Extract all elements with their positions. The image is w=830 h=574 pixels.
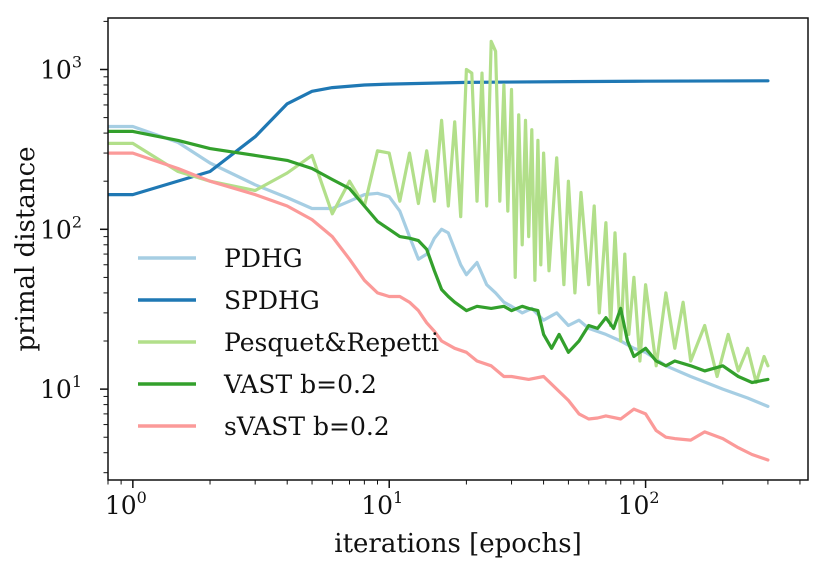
series-line-4 <box>108 151 770 462</box>
x-axis-label: iterations [epochs] <box>334 529 581 559</box>
legend-label: Pesquet&Repetti <box>224 328 439 357</box>
legend-label: PDHG <box>224 244 303 273</box>
x-tick-label: 101 <box>361 488 403 520</box>
y-tick-label: 102 <box>40 212 82 244</box>
series-line-2 <box>108 39 770 385</box>
y-tick-label: 101 <box>40 372 82 404</box>
y-tick-label: 103 <box>40 52 82 84</box>
x-tick-label: 100 <box>105 488 147 520</box>
legend-label: SPDHG <box>224 286 320 315</box>
y-axis-label: primal distance <box>11 146 41 351</box>
legend-label: sVAST b=0.2 <box>224 412 390 441</box>
legend-label: VAST b=0.2 <box>223 370 377 399</box>
axis-ticks: 100 101 102 101 102 103 <box>40 20 801 520</box>
legend: PDHG SPDHG Pesquet&Repetti VAST b=0.2 sVAST … <box>138 244 439 441</box>
series-line-3 <box>108 129 770 385</box>
axes-frame <box>107 17 809 481</box>
series-line-1 <box>108 79 770 197</box>
x-tick-label: 102 <box>618 488 660 520</box>
plot-lines <box>108 39 770 462</box>
